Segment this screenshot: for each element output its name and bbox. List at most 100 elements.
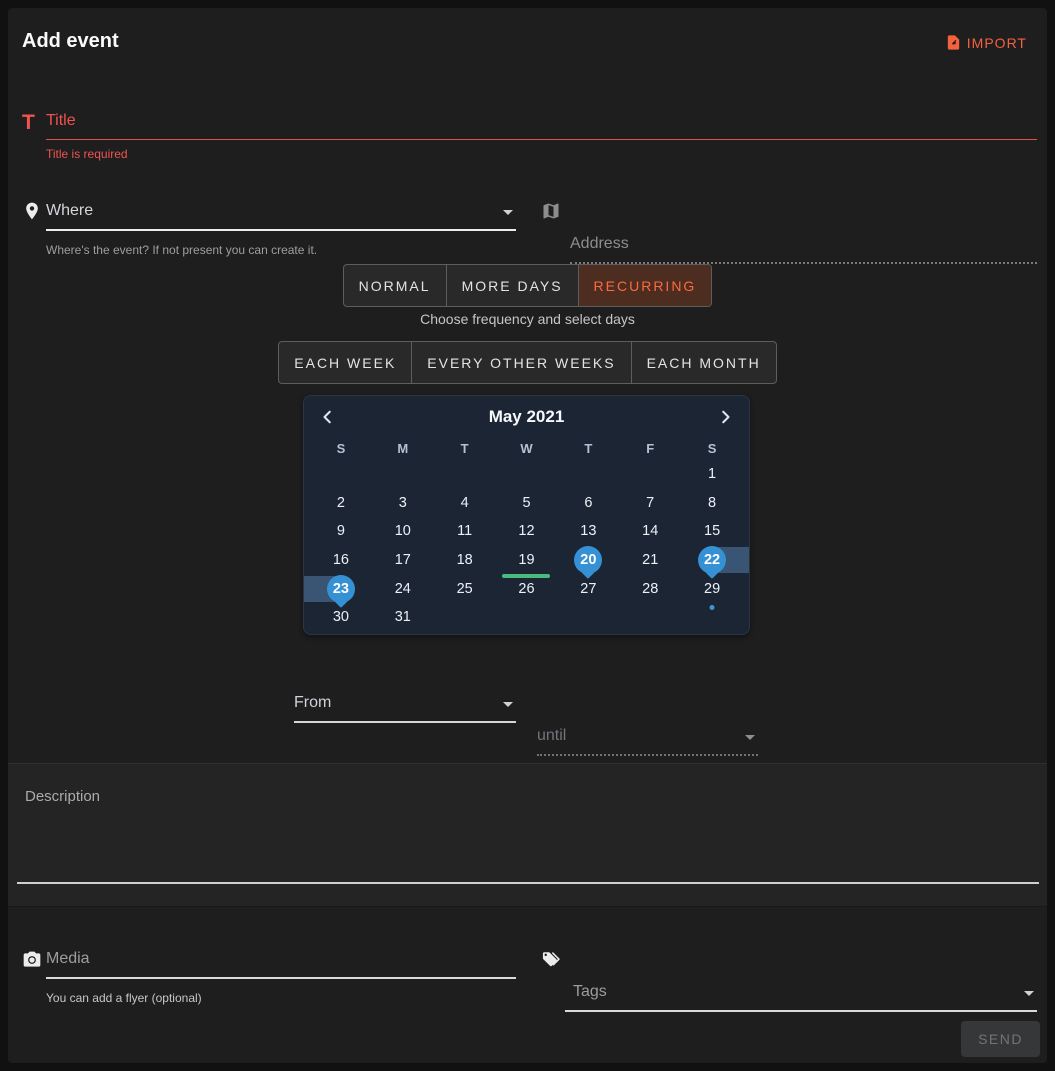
calendar-day[interactable]: 26 — [496, 574, 558, 603]
where-select[interactable] — [46, 198, 516, 229]
calendar-day-number: 17 — [394, 552, 411, 569]
calendar-day-number: 1 — [708, 466, 717, 483]
calendar-day[interactable]: 3 — [372, 489, 434, 518]
calendar-header: May 2021 — [304, 396, 749, 438]
camera-icon — [23, 951, 41, 967]
calendar-day-empty — [372, 460, 434, 489]
tab-each-week[interactable]: EACH WEEK — [279, 342, 411, 383]
calendar-day[interactable]: 19 — [496, 546, 558, 575]
calendar-day[interactable]: 14 — [619, 517, 681, 546]
tab-recurring[interactable]: RECURRING — [577, 265, 712, 306]
calendar-day[interactable]: 30 — [310, 603, 372, 632]
from-dropdown-caret-icon[interactable] — [503, 702, 513, 707]
calendar-day[interactable]: 31 — [372, 603, 434, 632]
calendar-day-number: 25 — [456, 580, 473, 597]
tab-more-days[interactable]: MORE DAYS — [445, 265, 578, 306]
calendar-day-number: 30 — [332, 609, 349, 626]
from-time-select[interactable] — [294, 690, 516, 723]
calendar-day[interactable]: 17 — [372, 546, 434, 575]
calendar-month-label: May 2021 — [488, 407, 565, 426]
calendar-day[interactable]: 15 — [681, 517, 743, 546]
next-month-button[interactable] — [711, 403, 739, 431]
title-icon: T — [22, 111, 35, 134]
calendar-day[interactable]: 25 — [434, 574, 496, 603]
calendar-day-empty — [310, 460, 372, 489]
calendar-day[interactable]: 22 — [681, 546, 743, 575]
previous-month-button[interactable] — [314, 403, 342, 431]
import-button[interactable]: IMPORT — [941, 32, 1031, 53]
calendar-day-number: 20 — [574, 546, 603, 575]
calendar-day[interactable]: 23 — [310, 574, 372, 603]
calendar-day-number: 14 — [642, 523, 659, 540]
calendar-day[interactable]: 16 — [310, 546, 372, 575]
description-input[interactable] — [17, 778, 1039, 884]
calendar-day-number: 18 — [456, 552, 473, 569]
calendar-day[interactable]: 21 — [619, 546, 681, 575]
time-range-row — [8, 690, 1047, 756]
title-input[interactable] — [46, 108, 1037, 139]
calendar-day[interactable]: 7 — [619, 489, 681, 518]
calendar-day-empty — [557, 460, 619, 489]
calendar-day[interactable]: 6 — [557, 489, 619, 518]
media-input[interactable] — [46, 946, 516, 979]
frequency-tab-group: EACH WEEK EVERY OTHER WEEKS EACH MONTH — [278, 341, 777, 384]
calendar-day-number: 31 — [394, 609, 411, 626]
send-button[interactable]: SEND — [961, 1021, 1040, 1057]
description-section — [8, 763, 1047, 907]
calendar-day-number: 4 — [460, 494, 469, 511]
page-title: Add event — [22, 30, 119, 52]
event-mode-tabs: NORMAL MORE DAYS RECURRING — [8, 264, 1047, 307]
address-field — [570, 231, 1037, 264]
calendar-day[interactable]: 11 — [434, 517, 496, 546]
calendar-day[interactable]: 24 — [372, 574, 434, 603]
until-dropdown-caret-icon — [745, 735, 755, 740]
mode-tab-group: NORMAL MORE DAYS RECURRING — [342, 264, 713, 307]
calendar-day[interactable]: 18 — [434, 546, 496, 575]
calendar-day[interactable]: 1 — [681, 460, 743, 489]
tags-dropdown-caret-icon[interactable] — [1024, 991, 1034, 996]
calendar-day[interactable]: 29 — [681, 574, 743, 603]
calendar-day-number: 8 — [708, 494, 717, 511]
until-field — [537, 723, 758, 756]
calendar-day-empty — [619, 603, 681, 632]
calendar-day-empty — [496, 460, 558, 489]
calendar-day[interactable]: 12 — [496, 517, 558, 546]
calendar-day-empty — [557, 603, 619, 632]
until-time-select[interactable] — [537, 723, 758, 756]
calendar-day-number: 28 — [642, 580, 659, 597]
calendar-day-number: 3 — [398, 494, 407, 511]
add-event-dialog: Add event IMPORT T Title is required Whe… — [8, 8, 1047, 1063]
calendar-day-number: 6 — [584, 494, 593, 511]
calendar-day[interactable]: 20 — [557, 546, 619, 575]
calendar-day-number: 16 — [332, 552, 349, 569]
tags-field — [565, 979, 1037, 1012]
tab-normal[interactable]: NORMAL — [344, 265, 446, 306]
frequency-caption: Choose frequency and select days — [420, 311, 635, 327]
calendar-day[interactable]: 9 — [310, 517, 372, 546]
calendar-day[interactable]: 28 — [619, 574, 681, 603]
calendar-day-number: 7 — [646, 494, 655, 511]
calendar-day[interactable]: 27 — [557, 574, 619, 603]
tab-every-other-weeks[interactable]: EVERY OTHER WEEKS — [411, 342, 630, 383]
chevron-right-icon — [722, 410, 730, 424]
tab-each-month[interactable]: EACH MONTH — [630, 342, 776, 383]
calendar-day[interactable]: 8 — [681, 489, 743, 518]
address-input[interactable] — [570, 231, 1037, 264]
calendar-day[interactable]: 4 — [434, 489, 496, 518]
calendar-day-empty — [619, 460, 681, 489]
tags-select[interactable] — [565, 979, 1037, 1012]
calendar-day-number: 9 — [336, 523, 345, 540]
calendar-day[interactable]: 10 — [372, 517, 434, 546]
calendar-day-number: 12 — [518, 523, 535, 540]
calendar-day-number: 26 — [518, 580, 535, 597]
calendar-day-empty — [681, 603, 743, 632]
calendar-day[interactable]: 2 — [310, 489, 372, 518]
weekday-label: W — [520, 441, 533, 456]
calendar-day[interactable]: 5 — [496, 489, 558, 518]
where-dropdown-caret-icon[interactable] — [503, 210, 513, 215]
where-address-row: Where's the event? If not present you ca… — [22, 198, 1037, 264]
calendar-day[interactable]: 13 — [557, 517, 619, 546]
